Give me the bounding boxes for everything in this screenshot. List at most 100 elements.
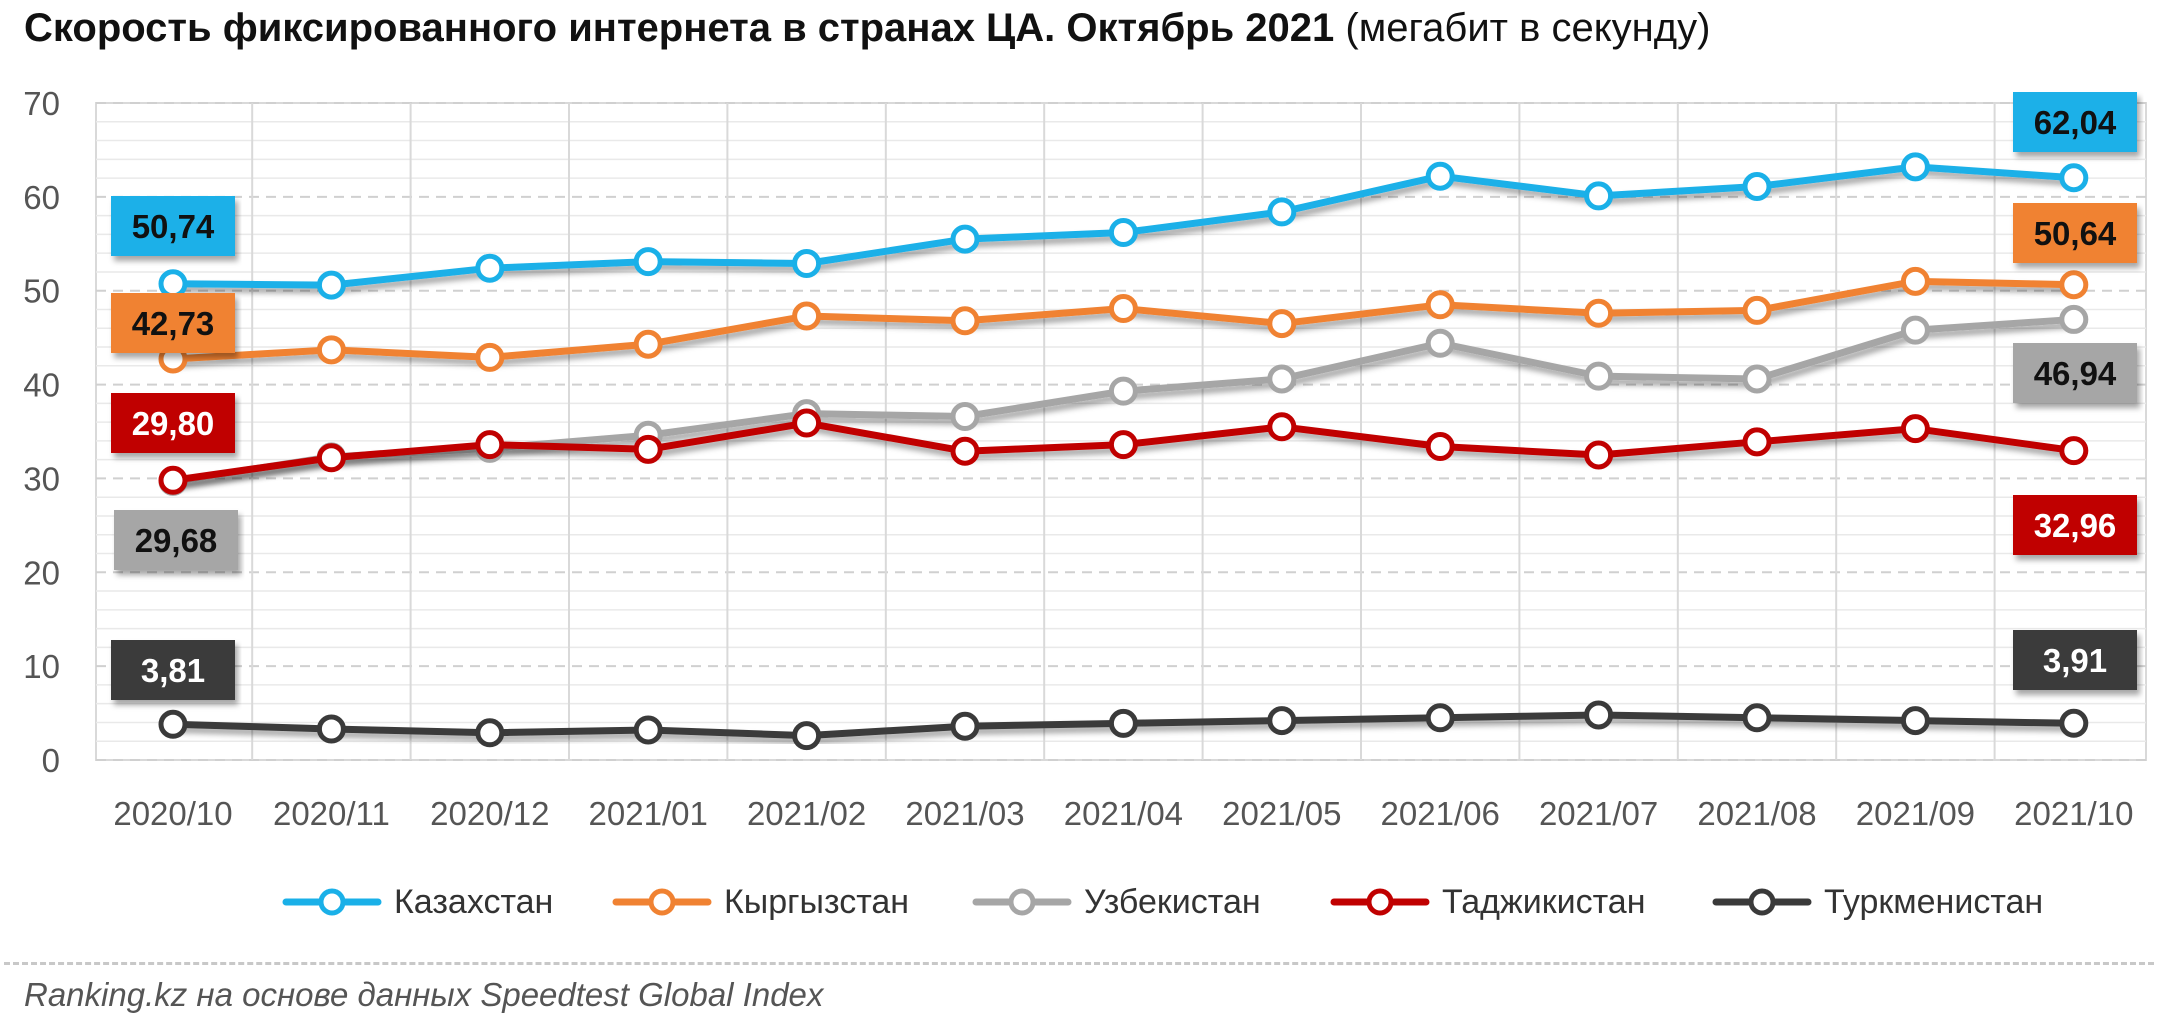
data-point — [1742, 364, 1772, 394]
data-label: 3,81 — [141, 652, 205, 689]
data-point — [158, 709, 188, 739]
data-point — [316, 335, 346, 365]
divider — [4, 962, 2154, 965]
data-point — [1425, 290, 1455, 320]
data-point — [475, 430, 505, 460]
x-tick-label: 2020/12 — [430, 795, 549, 832]
data-point — [950, 306, 980, 336]
data-label: 32,96 — [2034, 507, 2117, 544]
data-point — [1267, 364, 1297, 394]
data-point — [633, 434, 663, 464]
y-tick-label: 50 — [23, 273, 60, 310]
legend-item: Кыргызстан — [612, 872, 909, 932]
data-point — [1900, 266, 1930, 296]
chart-title-units: (мегабит в секунду) — [1345, 6, 1711, 50]
x-tick-label: 2021/06 — [1381, 795, 1500, 832]
y-tick-label: 70 — [23, 85, 60, 122]
data-point — [792, 408, 822, 438]
data-label-box — [111, 393, 235, 453]
x-tick-label: 2020/11 — [273, 795, 390, 832]
data-point — [1108, 218, 1138, 248]
data-point — [2059, 708, 2089, 738]
data-point — [475, 342, 505, 372]
data-point — [1267, 412, 1297, 442]
x-tick-label: 2020/10 — [113, 795, 232, 832]
legend-marker-icon — [1330, 888, 1430, 916]
data-point — [1267, 197, 1297, 227]
data-point — [316, 270, 346, 300]
chart-title-main: Скорость фиксированного интернета в стра… — [24, 6, 1335, 50]
data-label: 29,68 — [135, 522, 218, 559]
data-point — [1742, 427, 1772, 457]
data-label-box — [2013, 203, 2137, 263]
data-point — [633, 247, 663, 277]
y-tick-label: 40 — [23, 367, 60, 404]
data-point — [950, 401, 980, 431]
chart-title: Скорость фиксированного интернета в стра… — [24, 6, 1710, 51]
legend-label: Кыргызстан — [724, 882, 910, 921]
data-point — [1584, 361, 1614, 391]
legend-item: Узбекистан — [972, 872, 1261, 932]
data-label-box — [111, 640, 235, 700]
legend-label: Казахстан — [394, 882, 554, 921]
data-label: 42,73 — [132, 305, 215, 342]
data-label: 50,64 — [2034, 215, 2117, 252]
legend-marker-icon — [1712, 888, 1812, 916]
legend-label: Туркменистан — [1824, 882, 2044, 921]
x-tick-label: 2021/04 — [1064, 795, 1183, 832]
data-point — [1900, 315, 1930, 345]
data-label: 3,91 — [2043, 642, 2107, 679]
legend-marker-icon — [282, 888, 382, 916]
data-label-box — [2013, 630, 2137, 690]
data-point — [1742, 172, 1772, 202]
legend-marker-icon — [972, 888, 1072, 916]
y-tick-label: 30 — [23, 460, 60, 497]
data-point — [1267, 309, 1297, 339]
data-label-box — [114, 510, 238, 570]
legend-item: Туркменистан — [1712, 872, 2043, 932]
data-point — [1584, 181, 1614, 211]
data-label: 29,80 — [132, 405, 215, 442]
data-point — [316, 714, 346, 744]
data-point — [1584, 440, 1614, 470]
x-tick-label: 2021/08 — [1697, 795, 1816, 832]
data-point — [1108, 294, 1138, 324]
data-point — [316, 443, 346, 473]
data-point — [1742, 295, 1772, 325]
data-point — [2059, 163, 2089, 193]
data-point — [1900, 152, 1930, 182]
data-point — [1108, 376, 1138, 406]
y-tick-label: 0 — [42, 742, 60, 779]
x-tick-label: 2021/05 — [1222, 795, 1341, 832]
data-point — [1108, 430, 1138, 460]
data-point — [1425, 161, 1455, 191]
data-point — [2059, 436, 2089, 466]
legend-marker-icon — [612, 888, 712, 916]
data-label-box — [2013, 495, 2137, 555]
legend-label: Узбекистан — [1084, 882, 1261, 921]
data-point — [1742, 703, 1772, 733]
legend-item: Таджикистан — [1330, 872, 1645, 932]
data-point — [792, 248, 822, 278]
data-point — [950, 711, 980, 741]
y-tick-label: 20 — [23, 554, 60, 591]
data-point — [475, 253, 505, 283]
x-tick-label: 2021/01 — [589, 795, 708, 832]
data-point — [158, 269, 188, 299]
data-point — [1584, 700, 1614, 730]
data-label-box — [2013, 92, 2137, 152]
line-chart: 0 10 20 30 40 50 60 70 2020/10 2020/11 2020/12 2021… — [23, 85, 2147, 832]
legend-item: Казахстан — [282, 872, 553, 932]
data-point — [1425, 432, 1455, 462]
y-tick-label: 60 — [23, 179, 60, 216]
data-point — [1900, 706, 1930, 736]
x-tick-label: 2021/10 — [2014, 795, 2133, 832]
data-label-box — [111, 293, 235, 353]
data-point — [792, 721, 822, 751]
data-label: 50,74 — [132, 208, 215, 245]
x-tick-label: 2021/03 — [905, 795, 1024, 832]
data-point — [1425, 328, 1455, 358]
data-label-box — [2013, 343, 2137, 403]
data-point — [1108, 708, 1138, 738]
data-label: 62,04 — [2034, 104, 2117, 141]
